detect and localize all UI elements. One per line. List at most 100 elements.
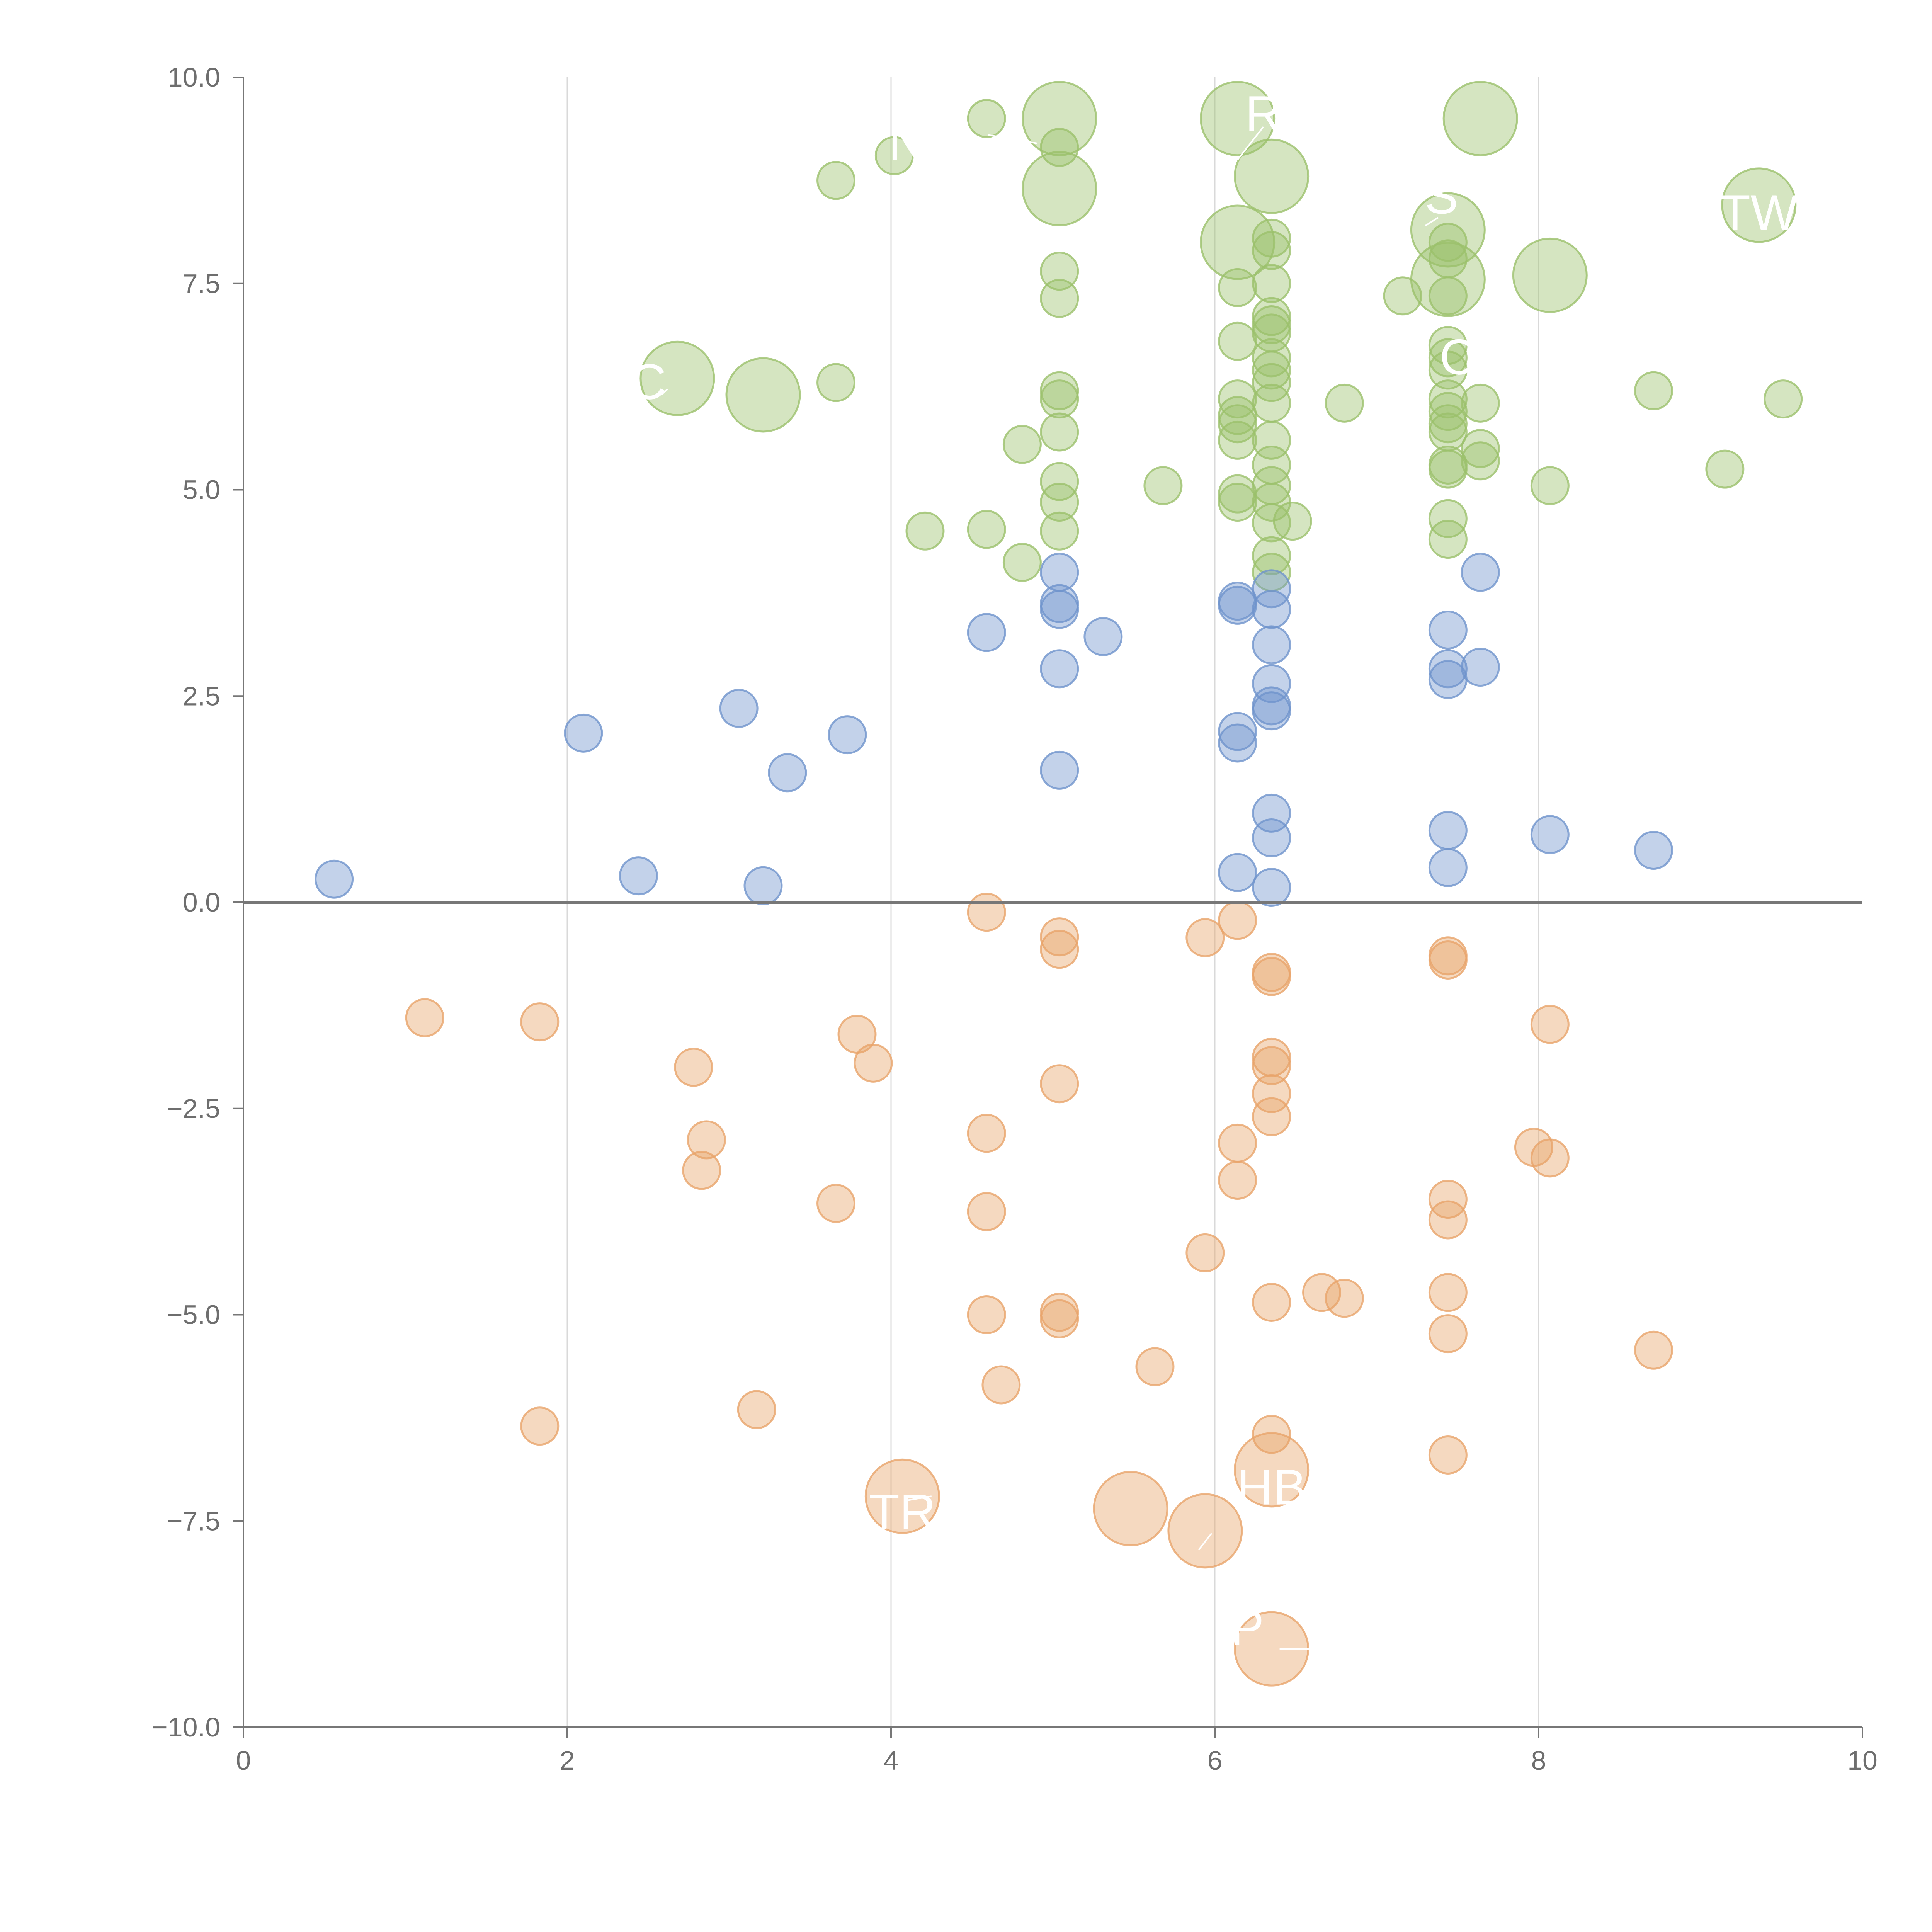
y-tick-label-0: 10.0 bbox=[168, 62, 220, 92]
bubble-high-30 bbox=[1218, 268, 1257, 307]
bubble-high-18 bbox=[1040, 279, 1079, 318]
bubble-high-17 bbox=[1040, 252, 1079, 291]
bubble-low-37 bbox=[1428, 940, 1468, 980]
bubble-high-36 bbox=[1218, 474, 1257, 514]
bubble-low-16 bbox=[1040, 930, 1079, 969]
bubble-high-16 bbox=[816, 363, 856, 402]
y-tick-label-3: 2.5 bbox=[183, 681, 220, 711]
bubble-high-3 bbox=[1022, 81, 1097, 156]
bubble-high-56 bbox=[1325, 383, 1364, 423]
bubble-low-14 bbox=[981, 1365, 1021, 1405]
bubble-mid-6 bbox=[828, 715, 867, 755]
bubble-mid-29 bbox=[1428, 649, 1468, 689]
bubble-high-4 bbox=[1040, 128, 1079, 167]
bubble-low-40 bbox=[1428, 1273, 1468, 1312]
annotation-leader-6 bbox=[907, 1495, 932, 1501]
bubble-high-59 bbox=[1428, 239, 1468, 279]
bubble-mid-31 bbox=[1428, 811, 1468, 850]
bubble-low-19 bbox=[1040, 1299, 1079, 1338]
bubble-high-42 bbox=[1252, 305, 1291, 344]
bubble-mid-26 bbox=[1252, 818, 1291, 857]
bubble-high-9 bbox=[1442, 81, 1518, 156]
bubble-mid-13 bbox=[1083, 617, 1123, 656]
bubble-high-7 bbox=[1234, 138, 1310, 214]
bubble-low-17 bbox=[1040, 1064, 1079, 1104]
bubble-low-1 bbox=[520, 1002, 560, 1042]
bubble-low-8 bbox=[520, 1406, 560, 1446]
bubble-mid-27 bbox=[1252, 868, 1291, 907]
bubble-low-13 bbox=[967, 1295, 1006, 1334]
x-tick-label-2: 4 bbox=[884, 1745, 899, 1776]
annotation-label-5: C bbox=[1440, 329, 1476, 385]
bubble-mid-22 bbox=[1252, 664, 1291, 703]
bubble-low-3 bbox=[687, 1120, 726, 1160]
bubble-high-38 bbox=[1252, 218, 1291, 258]
bubble-low-45 bbox=[1530, 1138, 1570, 1178]
bubble-high-19 bbox=[1040, 371, 1079, 410]
bubble-mid-2 bbox=[619, 856, 658, 896]
bubble-high-67 bbox=[1428, 412, 1468, 452]
axis-layer: 0 2 4 6 8 10 10.0 7.5 5.0 2.5 0.0 −2.5 −5.0 −7.5 −10.0 bbox=[152, 62, 1878, 1776]
bubble-mid-36 bbox=[1634, 830, 1673, 870]
y-tick-label-8: −10.0 bbox=[152, 1712, 220, 1742]
bubble-high-35 bbox=[1218, 420, 1257, 460]
bubble-high-27 bbox=[905, 511, 945, 551]
bubble-high-63 bbox=[1428, 350, 1468, 390]
bubble-low-42 bbox=[1428, 1435, 1468, 1475]
bubble-mid-17 bbox=[1218, 723, 1257, 763]
x-tick-label-1: 2 bbox=[560, 1745, 575, 1776]
annotation-label-0: C bbox=[630, 354, 667, 410]
bubble-low-29 bbox=[1252, 1046, 1291, 1085]
bubble-low-20 bbox=[1135, 1347, 1175, 1386]
bubble-low-49 bbox=[1167, 1493, 1243, 1569]
annotation-label-3: S bbox=[1425, 168, 1458, 224]
bubble-mid-18 bbox=[1218, 853, 1257, 892]
bubble-low-4 bbox=[682, 1151, 721, 1190]
bubble-high-77 bbox=[1705, 449, 1745, 489]
y-tick-label-2: 5.0 bbox=[183, 475, 220, 505]
bubble-mid-11 bbox=[1040, 649, 1079, 689]
bubble-low-34 bbox=[1302, 1273, 1342, 1312]
annotation-leader-3 bbox=[1425, 217, 1439, 226]
bubble-high-71 bbox=[1428, 520, 1468, 559]
bubble-mid-21 bbox=[1252, 625, 1291, 665]
bubble-high-2 bbox=[874, 136, 914, 175]
bubble-mid-5 bbox=[768, 753, 807, 793]
bubble-low-50 bbox=[1234, 1432, 1310, 1508]
bubble-low-12 bbox=[967, 1192, 1006, 1231]
bubble-low-10 bbox=[967, 893, 1006, 932]
bubble-high-13 bbox=[1721, 167, 1797, 243]
annotation-label-1: NB bbox=[889, 114, 959, 171]
bubble-low-31 bbox=[1252, 1097, 1291, 1136]
annotation-leader-2 bbox=[1237, 126, 1264, 160]
bubble-mid-15 bbox=[1218, 585, 1257, 625]
bubble-layer bbox=[315, 81, 1803, 1687]
bubble-low-32 bbox=[1252, 1282, 1291, 1322]
bubble-low-7 bbox=[854, 1043, 893, 1083]
annotation-label-2: R bbox=[1245, 85, 1282, 142]
bubble-low-21 bbox=[1185, 918, 1225, 957]
bubble-high-14 bbox=[639, 340, 715, 416]
bubble-low-2 bbox=[674, 1048, 713, 1087]
bubble-high-65 bbox=[1428, 392, 1468, 431]
bubble-high-39 bbox=[1252, 231, 1291, 270]
annotation-leader-7 bbox=[1198, 1533, 1213, 1551]
bubble-high-29 bbox=[1143, 466, 1183, 505]
bubble-mid-32 bbox=[1428, 848, 1468, 887]
bubble-low-35 bbox=[1325, 1279, 1364, 1318]
annotation-label-4: TW bbox=[1720, 184, 1798, 241]
bubble-low-33 bbox=[1252, 1415, 1291, 1454]
bubble-high-1 bbox=[967, 99, 1006, 138]
y-tick-label-1: 7.5 bbox=[183, 269, 220, 299]
bubble-high-28 bbox=[1002, 543, 1042, 582]
bubble-mid-19 bbox=[1252, 569, 1291, 609]
bubble-mid-35 bbox=[1530, 815, 1570, 854]
bubble-mid-20 bbox=[1252, 590, 1291, 629]
bubble-high-12 bbox=[1512, 237, 1588, 313]
annotation-layer: C NB R S TW C TR HB P bbox=[630, 85, 1798, 1656]
bubble-high-41 bbox=[1252, 297, 1291, 336]
bubble-low-5 bbox=[816, 1184, 856, 1223]
y-tick-label-4: 0.0 bbox=[183, 887, 220, 917]
bubble-high-47 bbox=[1252, 383, 1291, 423]
